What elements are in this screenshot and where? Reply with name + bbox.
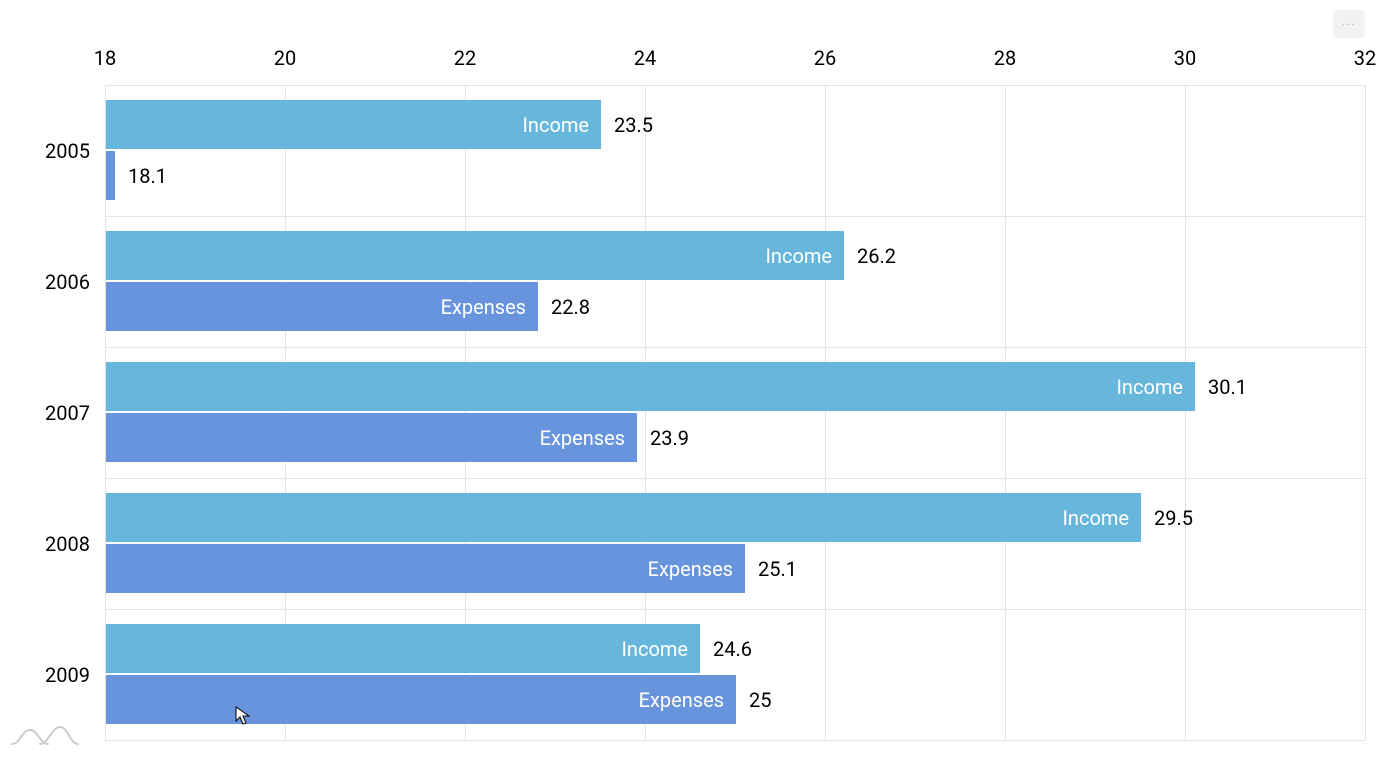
- bar-series-label: Income: [765, 244, 832, 268]
- y-axis-tick-label: 2007: [45, 401, 90, 425]
- horizontal-gridline: [105, 216, 1365, 217]
- y-axis-tick-label: 2006: [45, 270, 90, 294]
- amcharts-watermark-icon: [10, 724, 80, 752]
- vertical-gridline: [1005, 85, 1006, 740]
- expenses-bar[interactable]: Expenses: [106, 675, 736, 724]
- bar-value-label: 23.5: [614, 113, 653, 137]
- horizontal-gridline: [105, 347, 1365, 348]
- horizontal-gridline: [105, 740, 1365, 741]
- horizontal-gridline: [105, 85, 1365, 86]
- ellipsis-icon: ...: [1342, 14, 1356, 28]
- income-bar[interactable]: Income: [106, 362, 1195, 411]
- expenses-bar[interactable]: Expenses: [106, 413, 637, 462]
- bar-value-label: 30.1: [1208, 375, 1247, 399]
- y-axis-tick-label: 2009: [45, 663, 90, 687]
- vertical-gridline: [825, 85, 826, 740]
- income-bar[interactable]: Income: [106, 100, 601, 149]
- expenses-bar[interactable]: [106, 151, 115, 200]
- plot-area: Income 23.5 18.1 Income 26.2 Expenses 22.8 Inco…: [105, 85, 1365, 740]
- vertical-gridline: [1185, 85, 1186, 740]
- bar-chart: ... 18 20 22 24 26 28 30 32 2005 2006 2007 2008 200…: [0, 0, 1380, 760]
- bar-value-label: 25.1: [758, 557, 797, 581]
- expenses-bar[interactable]: Expenses: [106, 544, 745, 593]
- bar-value-label: 25: [749, 688, 771, 712]
- bar-value-label: 24.6: [713, 637, 752, 661]
- x-axis-tick-label: 28: [994, 46, 1016, 70]
- income-bar[interactable]: Income: [106, 624, 700, 673]
- y-axis-tick-label: 2005: [45, 139, 90, 163]
- horizontal-gridline: [105, 609, 1365, 610]
- x-axis-tick-label: 22: [454, 46, 476, 70]
- x-axis-tick-label: 26: [814, 46, 836, 70]
- x-axis-tick-label: 20: [274, 46, 296, 70]
- bar-value-label: 29.5: [1154, 506, 1193, 530]
- x-axis-tick-label: 24: [634, 46, 656, 70]
- bar-series-label: Income: [621, 637, 688, 661]
- horizontal-gridline: [105, 478, 1365, 479]
- vertical-gridline: [1365, 85, 1366, 740]
- bar-series-label: Expenses: [540, 426, 625, 450]
- expenses-bar[interactable]: Expenses: [106, 282, 538, 331]
- bar-value-label: 23.9: [650, 426, 689, 450]
- income-bar[interactable]: Income: [106, 493, 1141, 542]
- income-bar[interactable]: Income: [106, 231, 844, 280]
- x-axis-tick-label: 18: [94, 46, 116, 70]
- bar-series-label: Income: [1062, 506, 1129, 530]
- chart-menu-button[interactable]: ...: [1333, 10, 1365, 38]
- x-axis-tick-label: 32: [1354, 46, 1376, 70]
- bar-series-label: Expenses: [648, 557, 733, 581]
- bar-series-label: Income: [522, 113, 589, 137]
- bar-value-label: 22.8: [551, 295, 590, 319]
- y-axis-tick-label: 2008: [45, 532, 90, 556]
- bar-value-label: 26.2: [857, 244, 896, 268]
- x-axis-tick-label: 30: [1174, 46, 1196, 70]
- bar-series-label: Income: [1116, 375, 1183, 399]
- bar-value-label: 18.1: [128, 164, 167, 188]
- bar-series-label: Expenses: [441, 295, 526, 319]
- bar-series-label: Expenses: [639, 688, 724, 712]
